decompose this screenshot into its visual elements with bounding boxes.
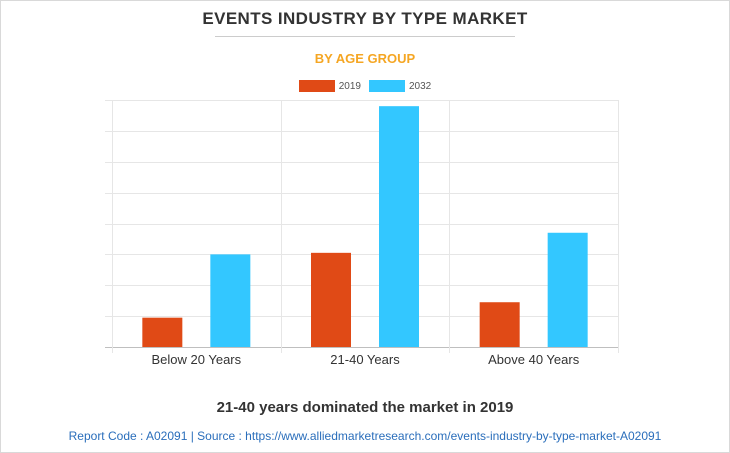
title-divider bbox=[215, 36, 515, 37]
bar-2032-3 bbox=[547, 232, 588, 347]
bar-2032-1 bbox=[210, 254, 251, 347]
legend-label-2019: 2019 bbox=[338, 80, 361, 92]
chart-legend: 2019 2032 bbox=[0, 80, 730, 92]
bar-2032-2 bbox=[379, 106, 419, 347]
x-tick-label: Below 20 Years bbox=[152, 352, 242, 367]
x-tick-label: Above 40 Years bbox=[488, 352, 580, 367]
chart-subtitle: BY AGE GROUP bbox=[314, 51, 416, 66]
legend-item-2019[interactable]: 2019 bbox=[298, 80, 361, 92]
bar-2019-1 bbox=[142, 317, 183, 347]
bar-chart-plot: Below 20 Years 21-40 Years Above 40 Years bbox=[105, 100, 619, 367]
legend-swatch-2032 bbox=[369, 80, 405, 92]
report-source-footer[interactable]: Report Code : A02091 | Source : https://… bbox=[68, 429, 662, 443]
bar-2019-2 bbox=[311, 252, 351, 347]
legend-swatch-2019 bbox=[298, 80, 335, 92]
bar-2019-3 bbox=[479, 302, 520, 347]
legend-label-2032: 2032 bbox=[409, 80, 432, 92]
chart-title: EVENTS INDUSTRY BY TYPE MARKET bbox=[202, 9, 528, 28]
legend-item-2032[interactable]: 2032 bbox=[369, 80, 431, 92]
x-tick-label: 21-40 Years bbox=[330, 352, 400, 367]
chart-caption: 21-40 years dominated the market in 2019 bbox=[216, 399, 514, 416]
